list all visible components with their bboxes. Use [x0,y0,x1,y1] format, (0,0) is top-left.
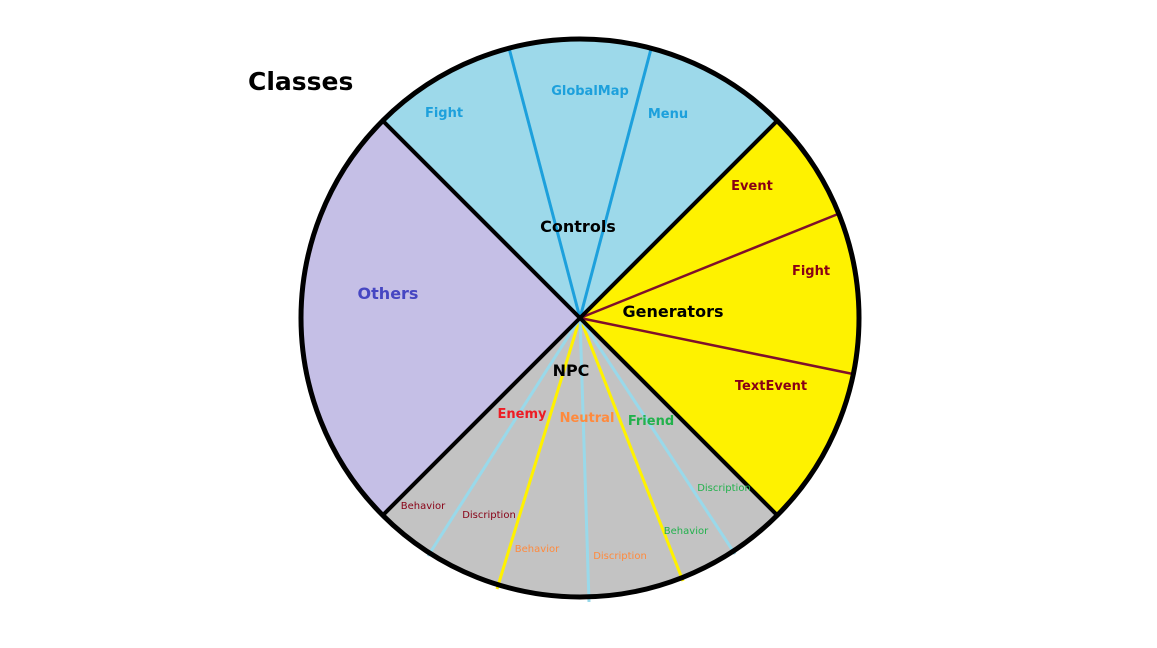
section-boundary-1 [578,316,779,517]
controls-section [382,39,778,318]
enemy-sub-divider [426,317,582,557]
controls-label: Controls [540,217,616,236]
npc-friend-label: Friend [628,414,674,429]
npc-label: NPC [553,361,590,380]
neutral-description-label: Discription [593,551,647,562]
section-boundary-2 [381,316,582,517]
controls-globalmap-label: GlobalMap [551,84,629,99]
others-section [301,120,580,516]
generators-event-label: Event [731,179,773,194]
controls-divider-1 [507,47,582,319]
npc-enemy-label: Enemy [498,407,547,422]
friend-description-label: Discription [697,483,751,494]
neutral-sub-divider [578,317,591,603]
controls-fight-label: Fight [425,106,463,121]
enemy-behavior-label: Behavior [401,501,446,512]
generators-divider-2 [579,316,854,376]
generators-divider-1 [579,212,839,320]
controls-menu-label: Menu [648,107,688,122]
diagram-title: Classes [248,67,353,96]
enemy-description-label: Discription [462,510,516,521]
npc-section [382,318,778,597]
npc-neutral-label: Neutral [560,411,615,426]
generators-label: Generators [623,302,724,321]
friend-sub-divider [578,317,737,555]
generators-section [580,120,859,516]
section-boundary-3 [381,119,582,320]
neutral-behavior-label: Behavior [515,544,560,555]
section-boundary-4 [578,119,779,320]
generators-textevent-label: TextEvent [735,379,807,394]
npc-enemy-neutral-divider [495,317,582,590]
generators-fight-label: Fight [792,264,830,279]
pie-outline [298,36,862,600]
section-boundaries [381,119,779,517]
friend-behavior-label: Behavior [664,526,709,537]
npc-neutral-friend-divider [578,317,685,582]
controls-divider-2 [578,48,653,319]
others-label: Others [358,284,419,303]
